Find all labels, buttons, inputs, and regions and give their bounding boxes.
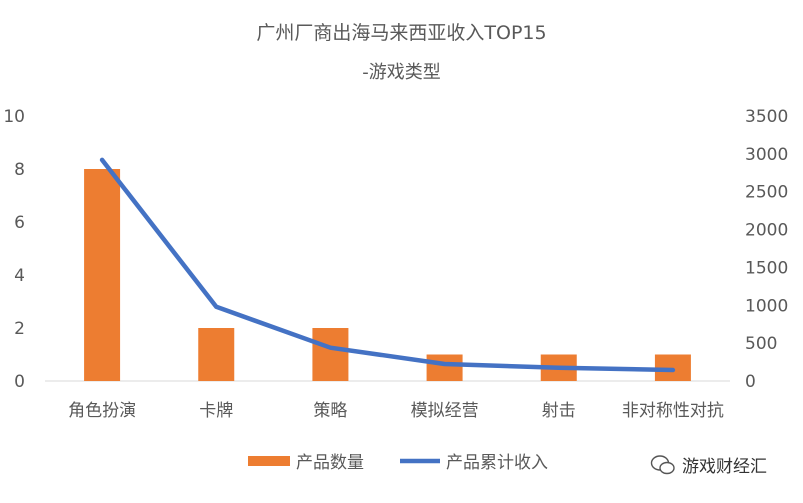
right-tick-label: 3500	[745, 107, 788, 127]
right-tick-label: 1000	[745, 296, 788, 316]
right-tick-label: 500	[745, 334, 777, 354]
bar	[426, 354, 463, 381]
watermark: 游戏财经汇	[650, 452, 767, 477]
left-tick-label: 0	[14, 372, 25, 392]
category-label: 策略	[313, 401, 347, 421]
right-tick-label: 3000	[745, 145, 788, 165]
chart-subtitle: -游戏类型	[362, 62, 441, 83]
left-tick-label: 6	[14, 213, 25, 233]
chart-title: 广州厂商出海马来西亚收入TOP15	[256, 22, 547, 44]
legend-label: 产品累计收入	[446, 453, 548, 473]
watermark-text: 游戏财经汇	[682, 457, 767, 477]
left-tick-label: 2	[14, 319, 25, 339]
left-tick-label: 8	[14, 160, 25, 180]
bar	[84, 169, 121, 381]
legend-label: 产品数量	[296, 453, 364, 473]
right-tick-label: 2500	[745, 183, 788, 203]
bar	[312, 328, 349, 381]
category-label: 角色扮演	[68, 401, 136, 421]
revenue-line	[99, 157, 676, 373]
right-tick-label: 2000	[745, 221, 788, 241]
category-label: 模拟经营	[411, 401, 479, 421]
left-tick-label: 4	[14, 266, 25, 286]
right-tick-label: 1500	[745, 258, 788, 278]
legend-swatch-bar	[248, 456, 290, 466]
category-label: 卡牌	[199, 401, 233, 421]
category-label: 射击	[542, 401, 576, 421]
right-tick-label: 0	[745, 372, 756, 392]
bar	[198, 328, 235, 381]
wechat-icon	[650, 454, 675, 474]
left-tick-label: 10	[3, 107, 25, 127]
category-label: 非对称性对抗	[622, 401, 724, 421]
